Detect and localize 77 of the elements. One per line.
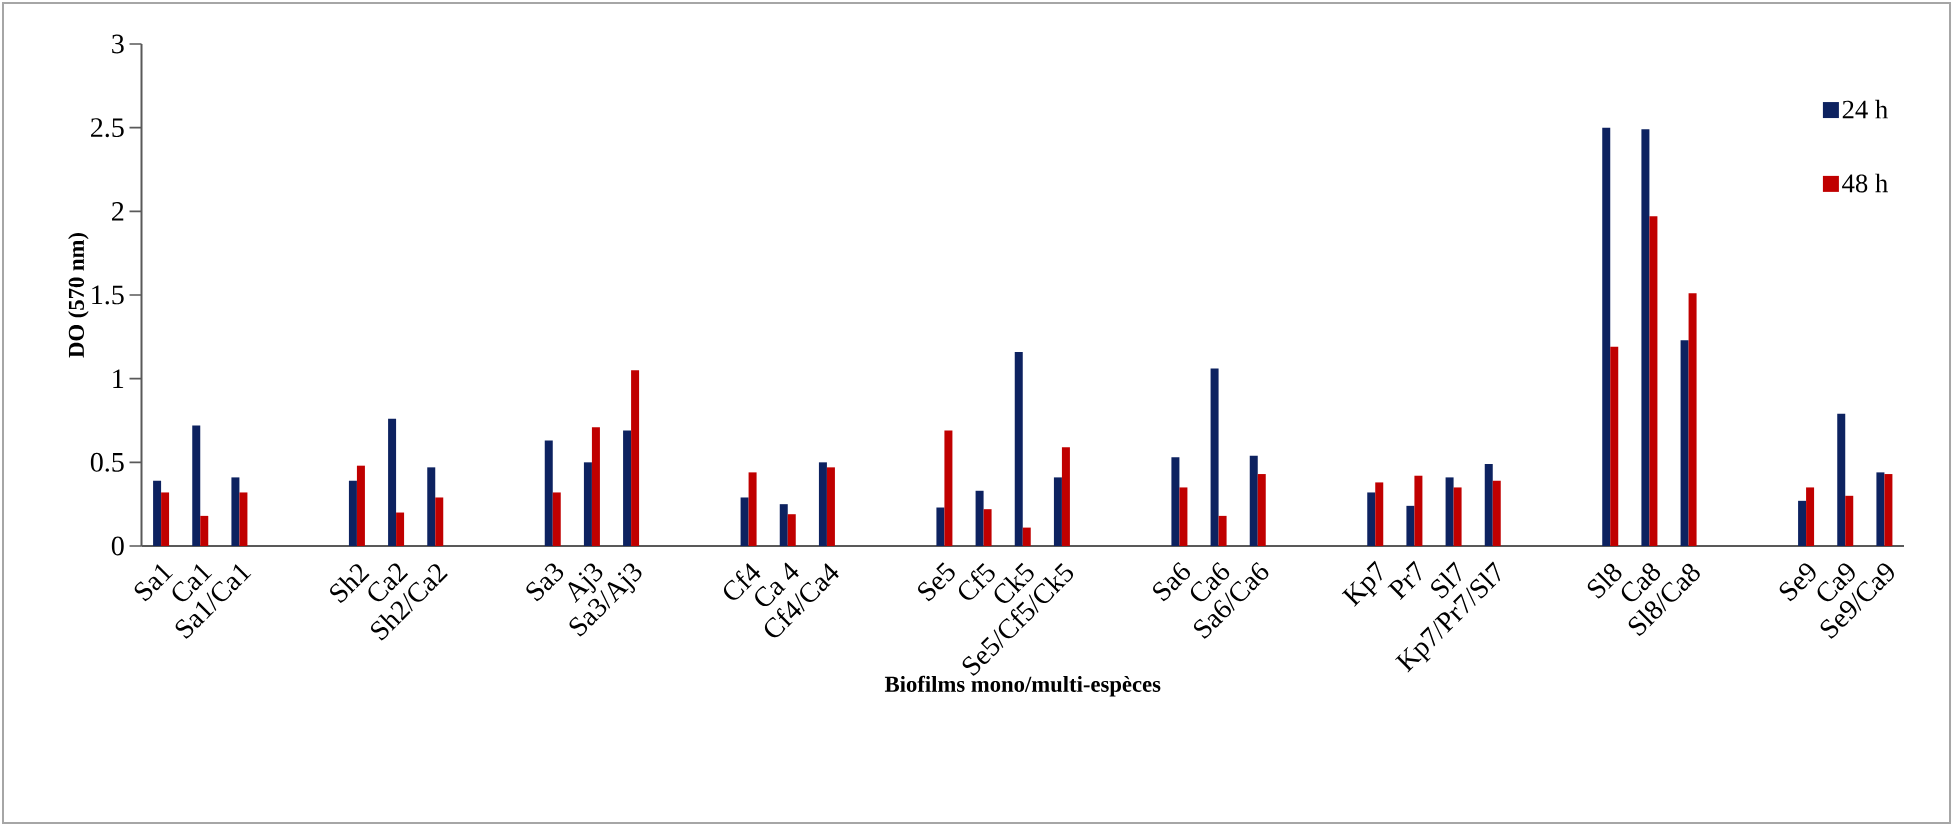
bar — [544, 440, 553, 546]
bar — [936, 507, 945, 546]
x-tick-label: Kp7 — [1341, 560, 1382, 607]
x-axis-title: Biofilms mono/multi-espèces — [884, 675, 1161, 697]
x-tick-label: Sh2 — [330, 564, 370, 603]
bar — [427, 467, 436, 546]
bar — [944, 430, 953, 546]
bar — [348, 480, 357, 546]
bar — [1014, 351, 1023, 546]
bar — [1061, 447, 1070, 546]
bar — [1375, 482, 1384, 546]
bar — [1641, 129, 1650, 546]
y-axis-title: DO (570 nm) — [68, 233, 89, 358]
bar — [623, 430, 632, 546]
bar — [826, 467, 835, 546]
bar — [239, 492, 248, 546]
bar — [787, 514, 796, 546]
bar — [1680, 340, 1689, 546]
bar — [1367, 492, 1376, 546]
x-tick-label: Se5 — [918, 562, 955, 602]
y-tick-label: 3 — [112, 34, 124, 54]
bar — [1484, 464, 1493, 546]
bar — [1179, 487, 1188, 546]
bar — [1610, 346, 1619, 546]
bar — [591, 427, 600, 546]
bar — [1837, 413, 1846, 546]
bar — [740, 497, 749, 546]
bar — [1602, 127, 1611, 546]
bar — [1210, 368, 1219, 546]
bar — [1445, 477, 1454, 546]
y-tick-label: 2 — [112, 202, 124, 221]
bar — [779, 504, 788, 546]
bar — [1688, 293, 1697, 546]
bar — [1218, 515, 1227, 546]
bar — [1053, 477, 1062, 546]
y-tick-label: 1.5 — [92, 285, 124, 305]
bar — [1649, 216, 1658, 546]
legend-label: 24 h — [1842, 99, 1888, 119]
x-tick-label: Sa1 — [134, 564, 173, 602]
bar — [1022, 527, 1031, 546]
x-tick-label: Sa6 — [1153, 561, 1191, 602]
bar — [200, 515, 209, 546]
bar — [1876, 472, 1885, 546]
bar — [1884, 474, 1893, 546]
bar — [552, 492, 561, 546]
bar — [1453, 487, 1462, 546]
bar — [435, 497, 444, 546]
bar — [153, 480, 162, 546]
bar — [583, 462, 592, 546]
x-tick-label: Sl8 — [1587, 563, 1622, 599]
y-tick-label: 0.5 — [90, 452, 124, 472]
bar — [818, 462, 827, 546]
bar — [231, 477, 240, 546]
bar — [1845, 495, 1854, 546]
y-tick-label: 0 — [111, 536, 124, 556]
bar — [748, 472, 757, 546]
bar — [1171, 457, 1180, 546]
bar — [192, 425, 201, 546]
bar — [983, 509, 992, 546]
bar — [1406, 505, 1415, 546]
x-tick-label: Se9 — [1779, 563, 1816, 602]
legend-label: 48 h — [1842, 173, 1888, 193]
bar — [1798, 500, 1807, 546]
bar — [356, 465, 365, 546]
bar — [1414, 475, 1423, 546]
bar — [631, 370, 640, 546]
bar — [396, 512, 405, 546]
bar — [1257, 474, 1266, 546]
bar — [388, 418, 397, 546]
y-tick-label: 2.5 — [91, 118, 124, 138]
y-tick-label: 1 — [113, 369, 124, 388]
bar — [1806, 487, 1815, 546]
x-tick-label: Sa3 — [526, 563, 564, 602]
bar — [975, 490, 984, 546]
bar — [161, 492, 170, 546]
bar — [1249, 455, 1258, 546]
bar — [1492, 480, 1501, 546]
